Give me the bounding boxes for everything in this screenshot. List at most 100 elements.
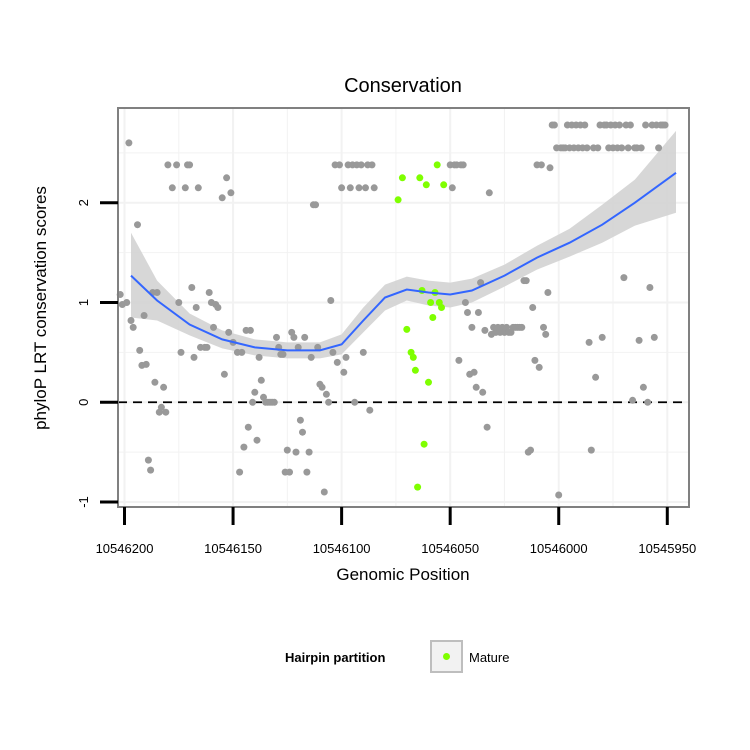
- data-point-mature: [398, 174, 406, 182]
- data-point-mature: [427, 299, 435, 306]
- data-point: [142, 360, 150, 368]
- data-point: [646, 284, 654, 291]
- x-tick-label: 10546000: [530, 541, 588, 556]
- legend-label-mature: Mature: [469, 650, 509, 665]
- data-point: [587, 446, 595, 454]
- data-point: [249, 398, 257, 406]
- data-point: [273, 333, 280, 341]
- data-point: [351, 398, 359, 406]
- data-point: [279, 350, 287, 358]
- data-point: [585, 338, 593, 346]
- smooth-fit-line: [130, 171, 677, 352]
- data-point: [210, 323, 217, 331]
- data-point: [635, 336, 643, 344]
- data-point: [296, 416, 304, 424]
- data-point: [555, 491, 563, 499]
- data-point: [312, 201, 320, 209]
- data-point: [168, 184, 176, 192]
- data-point: [529, 304, 537, 311]
- data-point: [283, 446, 291, 454]
- data-point: [483, 423, 491, 431]
- data-point: [366, 406, 374, 414]
- data-point: [626, 121, 634, 129]
- y-axis-title: phyloP LRT conservation scores: [31, 186, 50, 430]
- data-point: [164, 161, 172, 169]
- data-point: [177, 348, 185, 356]
- data-point: [320, 488, 328, 496]
- data-point-mature: [425, 378, 432, 386]
- data-point: [472, 383, 480, 391]
- data-point: [535, 363, 543, 371]
- data-point: [192, 304, 200, 311]
- data-point: [650, 333, 658, 341]
- data-point: [655, 144, 663, 152]
- y-tick-label: -1: [76, 496, 91, 508]
- data-point: [531, 356, 539, 364]
- data-point: [205, 289, 213, 296]
- plot-panel: [116, 107, 690, 508]
- data-point: [544, 289, 552, 296]
- data-point: [305, 448, 313, 456]
- data-point: [225, 328, 233, 336]
- data-point: [362, 184, 369, 192]
- data-point: [479, 388, 487, 396]
- data-point: [546, 164, 554, 172]
- data-point-mature: [411, 366, 419, 374]
- legend-key-point: [443, 653, 450, 660]
- data-point-mature: [394, 196, 402, 204]
- data-point: [464, 309, 471, 316]
- data-point: [240, 443, 248, 451]
- data-point: [255, 353, 263, 361]
- data-point: [246, 326, 254, 334]
- data-point: [336, 161, 343, 169]
- data-point-mature: [433, 161, 441, 169]
- data-point: [294, 343, 302, 351]
- data-point: [314, 343, 322, 351]
- data-point: [461, 299, 469, 306]
- y-tick-label: 0: [76, 399, 91, 406]
- panel-background: [118, 108, 689, 507]
- data-point: [485, 189, 493, 197]
- data-point: [214, 304, 222, 311]
- data-point: [181, 184, 189, 192]
- data-point-mature: [414, 483, 422, 491]
- data-point: [583, 144, 591, 152]
- data-point: [157, 403, 165, 411]
- data-point: [527, 446, 534, 454]
- data-point: [477, 279, 485, 287]
- data-point-mature: [429, 314, 437, 321]
- series-other-points: [116, 121, 669, 499]
- data-point: [624, 144, 632, 152]
- data-point: [147, 466, 155, 474]
- data-point: [188, 284, 196, 291]
- data-point-mature: [409, 353, 417, 361]
- data-point: [537, 161, 545, 169]
- data-point: [629, 396, 637, 404]
- data-point: [194, 184, 202, 192]
- data-point: [355, 184, 363, 192]
- data-point: [642, 121, 650, 129]
- data-point: [329, 348, 337, 356]
- series-mature-points: [394, 161, 448, 491]
- data-point: [253, 436, 261, 444]
- data-point-mature: [403, 325, 411, 333]
- data-point: [459, 161, 467, 169]
- data-point: [644, 398, 652, 406]
- data-point: [598, 333, 606, 341]
- data-point: [333, 358, 341, 366]
- data-point: [542, 330, 550, 338]
- legend-title: Hairpin partition: [285, 650, 385, 665]
- data-point: [639, 383, 647, 391]
- data-point: [448, 184, 456, 192]
- data-point: [303, 468, 311, 476]
- data-point-mature: [422, 181, 430, 189]
- data-point: [325, 398, 333, 406]
- data-point: [327, 297, 335, 304]
- data-point: [522, 277, 530, 285]
- x-axis-title: Genomic Position: [336, 565, 469, 584]
- data-point: [299, 428, 306, 436]
- legend: Hairpin partition Mature: [285, 640, 509, 673]
- data-point: [144, 456, 152, 464]
- data-point: [220, 370, 228, 378]
